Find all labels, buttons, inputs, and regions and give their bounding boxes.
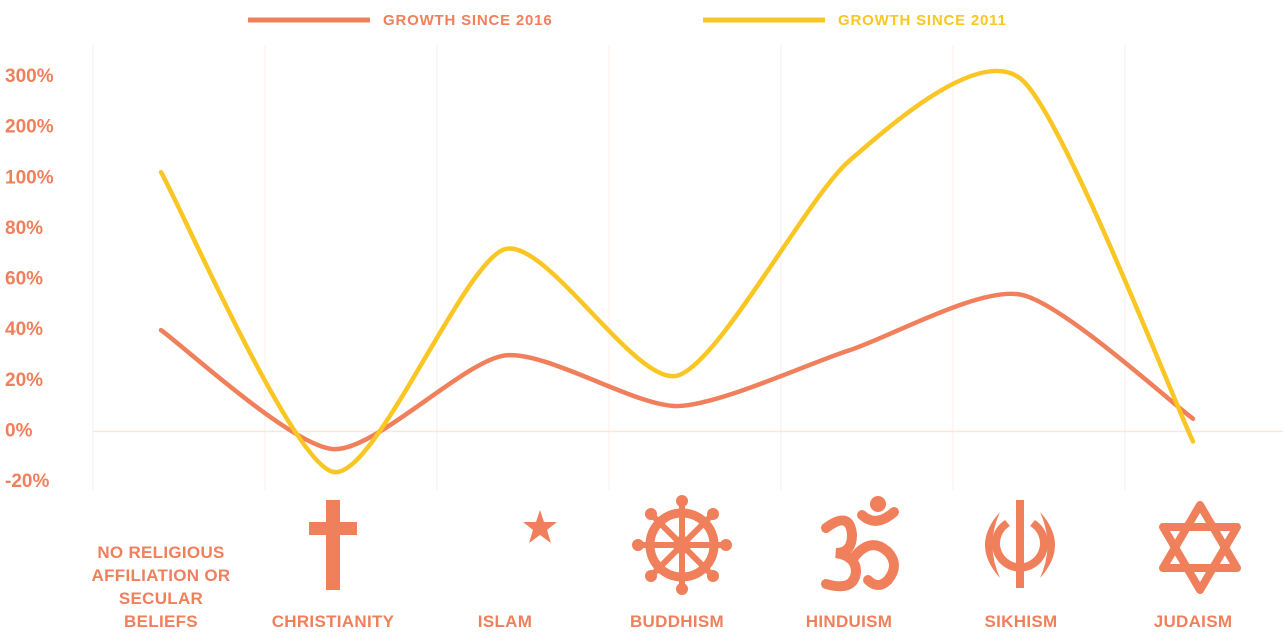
y-tick-label: 80%: [5, 218, 43, 239]
x-tick-label: HINDUISM: [805, 612, 893, 631]
y-tick-label: 60%: [5, 269, 43, 290]
y-tick-label: 300%: [5, 66, 54, 87]
series-line: [158, 68, 1196, 475]
y-tick-label: 200%: [5, 117, 54, 138]
khanda-icon: [985, 500, 1055, 588]
y-tick-label: 40%: [5, 319, 43, 340]
legend-label: GROWTH SINCE 2016: [383, 12, 552, 29]
x-tick-label: CHRISTIANITY: [271, 612, 395, 631]
y-tick-label: 100%: [5, 167, 54, 188]
x-tick-label: SIKHISM: [984, 612, 1058, 631]
om-icon: [821, 496, 899, 592]
series-line: [158, 291, 1196, 452]
legend-label: GROWTH SINCE 2011: [838, 12, 1007, 29]
y-tick-label: 0%: [5, 420, 33, 441]
star-icon: [1159, 501, 1241, 594]
x-tick-label: NO RELIGIOUS AFFILIATION OR SECULAR BELI…: [91, 543, 231, 631]
crescent-icon: [491, 505, 566, 586]
y-tick-label: -20%: [5, 471, 49, 492]
x-tick-label: BUDDHISM: [629, 612, 724, 631]
x-tick-label: ISLAM: [477, 612, 533, 631]
x-tick-label: JUDAISM: [1153, 612, 1233, 631]
y-tick-label: 20%: [5, 370, 43, 391]
icons: [309, 495, 1241, 595]
cross-icon: [309, 500, 357, 590]
wheel-icon: [632, 495, 732, 595]
